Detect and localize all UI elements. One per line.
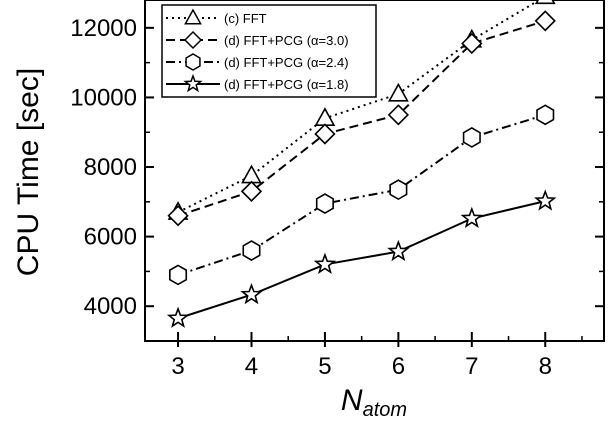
x-axis: 3 4 5 6 7 8 xyxy=(171,332,583,380)
data-point-triangle xyxy=(387,82,409,102)
series-line xyxy=(177,200,546,320)
x-tick-label: 3 xyxy=(171,353,184,380)
legend: (c) FFT (d) FFT+PCG (α=3.0) (d) FFT+PCG (α… xyxy=(161,4,377,98)
data-point-diamond xyxy=(240,180,263,203)
legend-label: (d) FFT+PCG (α=1.8) xyxy=(224,77,349,92)
y-tick-label: 6000 xyxy=(84,224,137,251)
series-line xyxy=(177,19,546,217)
data-point-hexagon xyxy=(169,264,188,286)
y-axis-title: CPU Time [sec] xyxy=(12,68,45,276)
data-point-star xyxy=(534,189,557,211)
legend-marker-star xyxy=(183,73,203,93)
data-point-hexagon xyxy=(315,193,334,214)
data-point-diamond xyxy=(167,205,189,227)
data-point-diamond xyxy=(461,32,483,55)
x-axis-title-subscript: atom xyxy=(363,399,407,421)
x-axis-title: Natom xyxy=(341,384,407,421)
data-point-triangle xyxy=(241,164,262,184)
y-tick-label: 10000 xyxy=(70,84,137,111)
series-layer xyxy=(166,0,557,328)
x-axis-title-main: N xyxy=(341,384,363,417)
data-point-hexagon xyxy=(242,240,261,261)
legend-marker-diamond xyxy=(183,30,203,50)
series-line xyxy=(177,113,546,276)
data-point-star xyxy=(313,252,337,274)
data-point-diamond xyxy=(387,104,409,126)
x-tick-label: 6 xyxy=(392,353,405,380)
data-point-hexagon xyxy=(462,127,481,148)
x-tick-label: 4 xyxy=(245,353,258,380)
data-point-triangle xyxy=(534,0,556,5)
series-4 xyxy=(166,189,557,328)
legend-marker-hexagon xyxy=(185,53,201,71)
legend-marker-triangle xyxy=(184,8,202,25)
data-point-star xyxy=(166,306,190,328)
y-tick-label: 12000 xyxy=(70,15,137,42)
x-tick-label: 8 xyxy=(539,353,552,380)
y-tick-label: 8000 xyxy=(84,154,137,181)
data-point-star xyxy=(240,282,263,305)
data-point-star xyxy=(387,239,410,262)
legend-label: (d) FFT+PCG (α=2.4) xyxy=(224,55,349,70)
plot-border xyxy=(144,0,605,342)
plot-frame xyxy=(144,0,605,342)
y-tick-label: 4000 xyxy=(84,293,137,320)
x-tick-label: 5 xyxy=(318,353,331,380)
legend-label: (d) FFT+PCG (α=3.0) xyxy=(224,33,349,48)
data-point-diamond xyxy=(314,123,336,145)
data-point-diamond xyxy=(534,10,556,32)
y-axis: 4000 6000 8000 10000 12000 xyxy=(70,15,604,342)
series-2 xyxy=(167,10,556,227)
series-3 xyxy=(169,104,555,286)
legend-label: (c) FFT xyxy=(224,11,267,26)
x-tick-label: 7 xyxy=(465,353,478,380)
data-point-hexagon xyxy=(536,104,555,126)
data-point-star xyxy=(460,206,484,229)
data-point-hexagon xyxy=(389,179,408,201)
